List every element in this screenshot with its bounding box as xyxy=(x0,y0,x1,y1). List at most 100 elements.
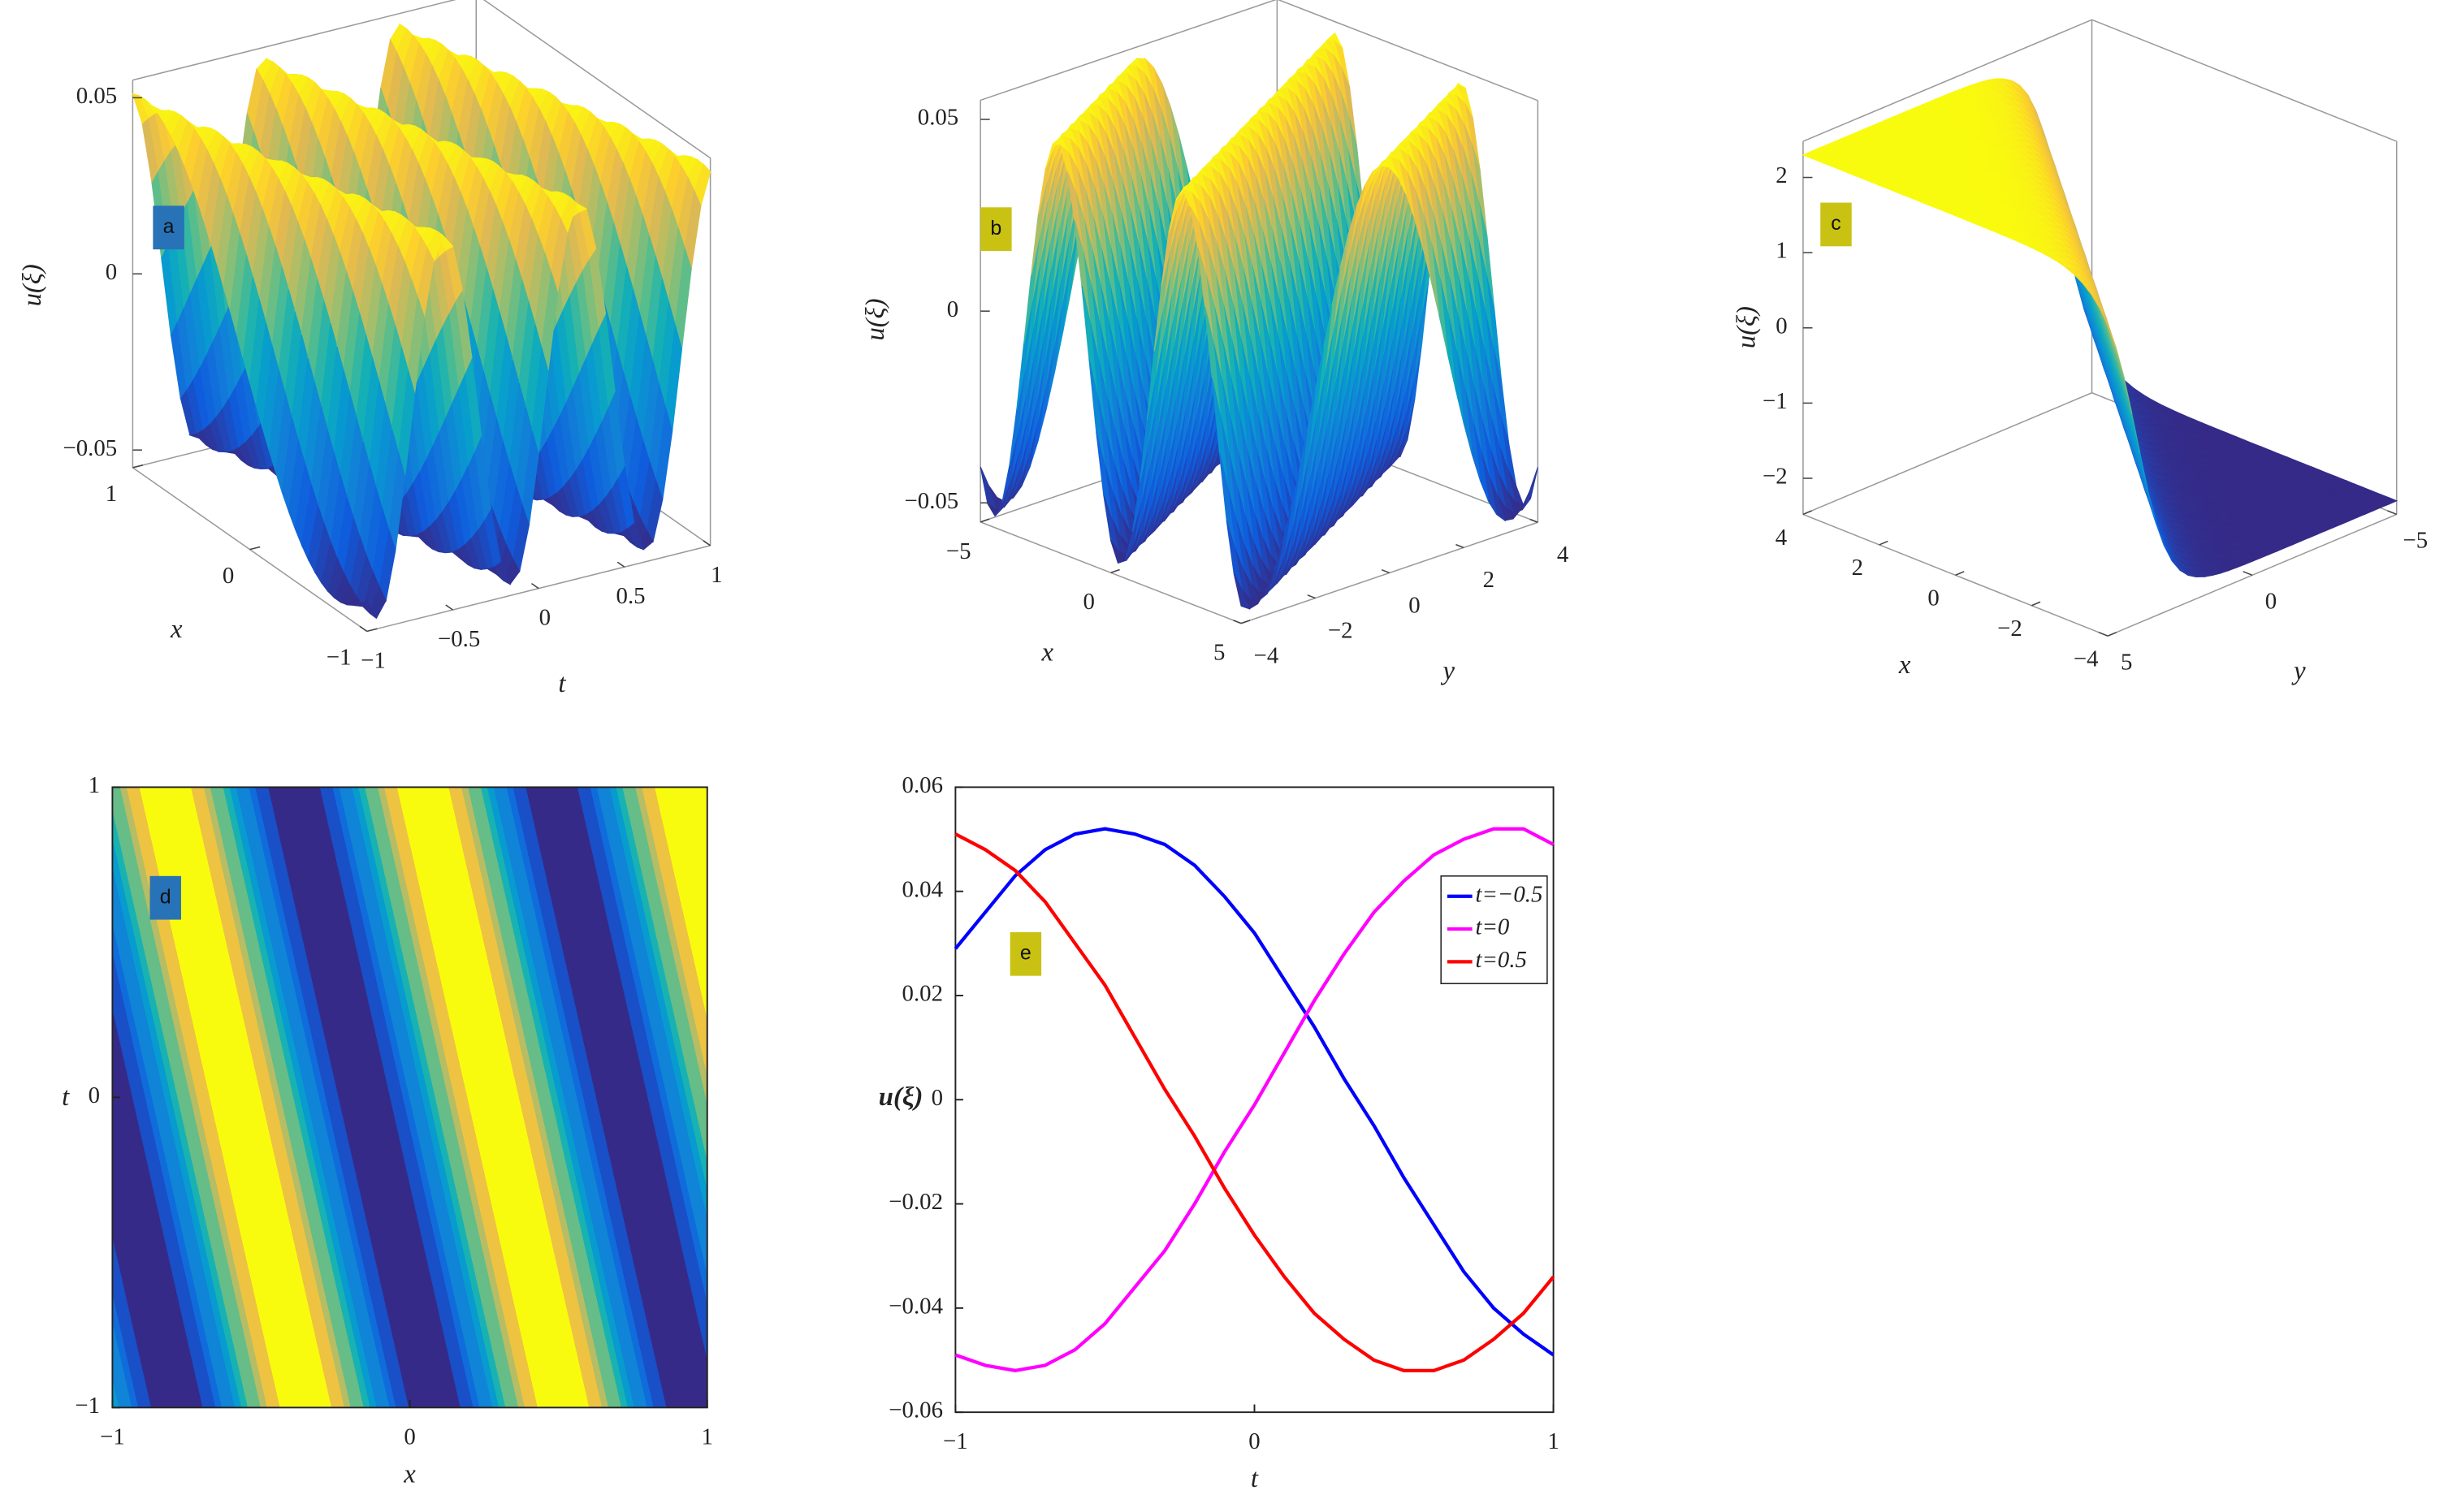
y-axis-label: t xyxy=(558,669,566,698)
x-tick-label: 0 xyxy=(404,1423,415,1449)
box-edge xyxy=(1277,0,1538,102)
y-tick-label: 0 xyxy=(539,605,551,631)
y-tick-label: 0 xyxy=(2265,589,2277,615)
y-tick-label: 4 xyxy=(1557,542,1568,568)
x-tick xyxy=(1802,510,1812,516)
y-tick-label: −0.02 xyxy=(889,1189,943,1215)
y-axis-label: t xyxy=(62,1082,70,1112)
x-tick xyxy=(1955,571,1965,577)
x-axis-label: x xyxy=(1041,638,1054,667)
y-tick xyxy=(703,540,711,546)
panel-label: a xyxy=(163,215,175,238)
box-edge xyxy=(2091,19,2398,142)
y-tick xyxy=(2243,571,2253,577)
x-axis-label: x xyxy=(403,1459,416,1488)
series-line xyxy=(954,827,1555,1372)
panel-label: d xyxy=(160,885,171,908)
z-axis-label: u(ξ) xyxy=(861,299,890,341)
z-tick-label: −0.05 xyxy=(905,488,959,514)
panel-label: b xyxy=(990,217,1001,240)
y-tick-label: 0 xyxy=(932,1085,943,1111)
y-tick-label: 5 xyxy=(2121,649,2132,675)
y-tick-label: 0 xyxy=(1408,592,1420,618)
z-tick-label: −0.05 xyxy=(63,435,117,461)
y-tick xyxy=(1307,594,1316,599)
y-axis-label: u(ξ) xyxy=(879,1082,923,1112)
surface-facet xyxy=(1233,573,1251,610)
y-tick-label: −1 xyxy=(361,647,386,673)
x-axis-label: x xyxy=(1898,650,1911,680)
series-line xyxy=(954,832,1555,1372)
box-edge xyxy=(132,0,456,81)
x-tick-label: 5 xyxy=(1213,640,1225,666)
y-tick-label: 2 xyxy=(1483,567,1494,593)
z-tick-label: −1 xyxy=(1762,388,1788,414)
x-tick-label: 0 xyxy=(1248,1428,1260,1454)
x-tick xyxy=(1879,540,1888,546)
x-tick-label: 4 xyxy=(1775,525,1787,551)
box-edge xyxy=(1802,392,2092,516)
y-tick-label: −0.5 xyxy=(438,626,480,652)
box-edge xyxy=(1802,19,2092,142)
x-tick-label: −1 xyxy=(100,1423,125,1449)
y-tick-label: 1 xyxy=(711,562,722,588)
x-tick-label: 0 xyxy=(1927,585,1939,611)
legend-label: t=−0.5 xyxy=(1475,881,1542,907)
panel-label-box xyxy=(153,205,184,250)
y-axis-label: y xyxy=(2291,657,2306,686)
x-tick xyxy=(132,464,144,469)
x-axis-label: t xyxy=(1251,1464,1259,1493)
panel-label: e xyxy=(1020,941,1032,964)
y-tick xyxy=(1529,518,1538,523)
x-tick-label: 0 xyxy=(223,563,234,589)
x-axis-label: x xyxy=(170,615,183,644)
panel-label-box xyxy=(1820,202,1852,247)
box-edge xyxy=(1802,513,2108,637)
x-tick xyxy=(1110,568,1120,573)
z-tick-label: 0.05 xyxy=(918,105,958,131)
x-tick-label: 1 xyxy=(702,1423,713,1449)
y-tick xyxy=(1233,620,1242,624)
z-tick-label: −2 xyxy=(1762,464,1788,490)
y-tick xyxy=(1381,568,1391,574)
y-tick-label: 0.02 xyxy=(902,981,943,1007)
series-line xyxy=(954,827,1555,1357)
z-tick-label: 0.05 xyxy=(76,83,117,109)
y-tick-label: 0.5 xyxy=(616,583,646,609)
surface-panel xyxy=(980,0,1539,624)
x-tick xyxy=(2031,601,2041,607)
x-tick-label: 0 xyxy=(1083,589,1095,615)
z-axis-label: u(ξ) xyxy=(18,264,47,306)
y-tick xyxy=(1455,543,1464,549)
y-tick-label: −1 xyxy=(75,1393,100,1419)
y-tick-label: −0.04 xyxy=(889,1293,943,1319)
box-edge xyxy=(980,0,1277,102)
z-axis-label: u(ξ) xyxy=(1732,306,1761,348)
x-tick-label: −1 xyxy=(943,1428,968,1454)
y-tick xyxy=(2098,631,2108,637)
y-axis-label: y xyxy=(1441,657,1455,686)
x-tick xyxy=(1240,620,1251,624)
z-tick-label: 0 xyxy=(1775,313,1787,339)
y-tick-label: 0 xyxy=(89,1082,100,1108)
x-tick-label: −4 xyxy=(2074,646,2099,672)
surface-panel xyxy=(132,0,711,633)
y-tick xyxy=(359,625,368,633)
y-tick-label: −5 xyxy=(2403,528,2428,554)
box-edge xyxy=(482,0,711,159)
x-tick-label: −1 xyxy=(327,645,352,671)
x-tick xyxy=(2107,631,2117,637)
y-tick-label: −4 xyxy=(1254,642,1279,668)
y-tick xyxy=(2387,510,2398,516)
y-tick-label: 0.06 xyxy=(902,772,943,798)
x-tick-label: 1 xyxy=(106,481,117,507)
surface-facet xyxy=(2099,307,2117,348)
surface-facet xyxy=(359,599,377,619)
x-tick xyxy=(366,628,378,633)
y-tick-label: 1 xyxy=(89,772,100,798)
x-tick xyxy=(249,546,261,551)
y-tick xyxy=(531,582,539,590)
z-tick-label: 0 xyxy=(106,259,117,285)
panel-label: c xyxy=(1831,212,1840,235)
